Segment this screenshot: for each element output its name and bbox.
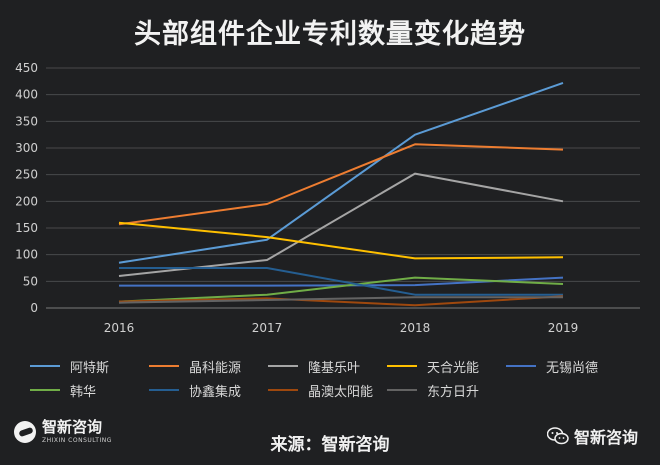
- legend-item: 韩华: [30, 381, 149, 400]
- y-axis: 0 50 100 150 200 250 300 350 400 450: [15, 61, 38, 315]
- chart-legend: 阿特斯 晶科能源 隆基乐叶 天合光能 无锡尚德韩华 协鑫集成 晶澳太阳能 东方日升: [30, 354, 650, 402]
- legend-label: 东方日升: [427, 384, 480, 400]
- legend-item: 东方日升: [387, 381, 506, 400]
- legend-label: 天合光能: [427, 360, 480, 376]
- series-line-隆基乐叶: [118, 172, 564, 277]
- y-tick-label: 300: [15, 141, 38, 155]
- chart-title: 头部组件企业专利数量变化趋势: [134, 19, 526, 50]
- legend-swatch: [268, 365, 298, 367]
- legend-label: 韩华: [70, 384, 97, 400]
- legend-label: 晶科能源: [189, 360, 242, 376]
- x-axis: 2016 2017 2018 2019: [104, 321, 579, 335]
- legend-swatch: [268, 389, 298, 391]
- wechat-account: 智新咨询: [546, 424, 638, 448]
- x-tick-label: 2019: [548, 321, 579, 335]
- wechat-account-name: 智新咨询: [573, 428, 638, 447]
- legend-swatch: [387, 389, 417, 391]
- series-line-天合光能: [118, 221, 564, 260]
- legend-label: 阿特斯: [70, 360, 110, 376]
- source-note: 来源：智新咨询: [270, 435, 390, 455]
- chart-grid: [46, 67, 640, 309]
- legend-item: 无锡尚德: [506, 357, 625, 376]
- y-tick-label: 350: [15, 114, 38, 128]
- legend-swatch: [30, 389, 60, 391]
- logo-name: 智新咨询: [42, 418, 103, 436]
- series-line-协鑫集成: [119, 267, 563, 296]
- y-tick-label: 250: [15, 168, 38, 182]
- logo-subtitle: ZHIXIN CONSULTING: [42, 437, 112, 444]
- legend-row: 韩华 协鑫集成 晶澳太阳能 东方日升: [30, 378, 650, 402]
- y-tick-label: 400: [15, 88, 38, 102]
- zhixin-logo: 智新咨询 ZHIXIN CONSULTING: [14, 420, 112, 444]
- y-tick-label: 100: [15, 248, 38, 262]
- x-tick-label: 2017: [252, 321, 283, 335]
- legend-swatch: [149, 389, 179, 391]
- series-line-阿特斯: [118, 81, 564, 264]
- line-chart: 0 50 100 150 200 250 300 350 400 450 2016 2017 2018…: [15, 61, 640, 335]
- legend-item: 晶科能源: [149, 357, 268, 376]
- y-tick-label: 150: [15, 221, 38, 235]
- series-line-晶科能源: [118, 143, 564, 226]
- legend-swatch: [149, 365, 179, 367]
- wechat-icon: [546, 427, 569, 445]
- legend-item: 晶澳太阳能: [268, 381, 387, 400]
- legend-item: 隆基乐叶: [268, 357, 387, 376]
- y-tick-label: 450: [15, 61, 38, 75]
- series-line-韩华: [118, 276, 564, 303]
- legend-swatch: [30, 365, 60, 367]
- zhixin-logo-icon: [14, 421, 36, 443]
- series-line-东方日升: [118, 296, 563, 304]
- x-tick-label: 2016: [104, 321, 135, 335]
- legend-item: 阿特斯: [30, 357, 149, 376]
- legend-label: 无锡尚德: [546, 360, 599, 376]
- legend-swatch: [387, 365, 417, 367]
- legend-item: 天合光能: [387, 357, 506, 376]
- y-tick-label: 200: [15, 194, 38, 208]
- chart-series: [118, 81, 564, 307]
- series-line-晶澳太阳能: [118, 295, 564, 307]
- legend-item: 协鑫集成: [149, 381, 268, 400]
- x-tick-label: 2018: [400, 321, 431, 335]
- legend-label: 晶澳太阳能: [308, 384, 374, 400]
- legend-row: 阿特斯 晶科能源 隆基乐叶 天合光能 无锡尚德: [30, 354, 650, 378]
- legend-label: 协鑫集成: [189, 384, 242, 400]
- legend-swatch: [506, 365, 536, 367]
- y-tick-label: 50: [23, 274, 38, 288]
- legend-label: 隆基乐叶: [308, 360, 361, 376]
- y-tick-label: 0: [30, 301, 38, 315]
